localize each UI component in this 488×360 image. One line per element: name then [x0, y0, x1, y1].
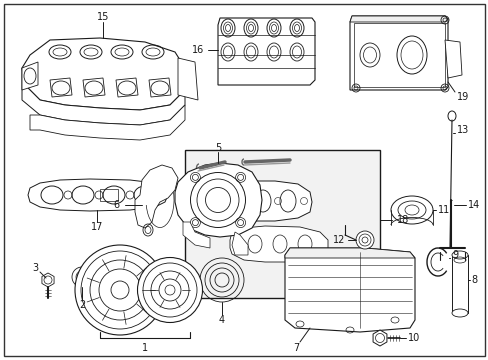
Text: 3: 3: [32, 263, 38, 273]
Ellipse shape: [355, 231, 373, 249]
Text: 14: 14: [467, 200, 479, 210]
Ellipse shape: [244, 19, 258, 37]
Polygon shape: [285, 248, 414, 332]
Polygon shape: [83, 78, 105, 97]
Text: 17: 17: [91, 222, 103, 232]
Text: 16: 16: [191, 45, 203, 55]
Bar: [100, 189, 118, 201]
Polygon shape: [183, 222, 209, 248]
Ellipse shape: [221, 19, 235, 37]
Text: 2: 2: [79, 300, 85, 310]
Polygon shape: [30, 105, 184, 140]
Polygon shape: [349, 16, 447, 90]
Polygon shape: [28, 179, 168, 211]
Polygon shape: [178, 58, 198, 100]
Polygon shape: [349, 16, 447, 22]
Ellipse shape: [137, 257, 202, 323]
Ellipse shape: [289, 19, 304, 37]
Text: 5: 5: [214, 143, 221, 153]
Ellipse shape: [289, 43, 304, 61]
Polygon shape: [372, 330, 386, 346]
Text: 6: 6: [113, 200, 119, 210]
Polygon shape: [42, 273, 54, 287]
Polygon shape: [444, 40, 461, 78]
Bar: [451, 255, 467, 313]
Ellipse shape: [390, 196, 432, 224]
Text: 15: 15: [97, 12, 109, 22]
Text: 9: 9: [451, 250, 457, 260]
Text: 13: 13: [456, 125, 468, 135]
Polygon shape: [135, 165, 178, 228]
Text: 1: 1: [142, 343, 148, 353]
Bar: [353, 23, 444, 87]
Polygon shape: [285, 248, 414, 258]
Ellipse shape: [75, 245, 164, 335]
Text: 4: 4: [219, 315, 224, 325]
Polygon shape: [231, 232, 247, 255]
Polygon shape: [175, 163, 262, 237]
Ellipse shape: [451, 251, 467, 259]
Text: 12: 12: [332, 235, 345, 245]
Ellipse shape: [221, 43, 235, 61]
Text: 18: 18: [396, 215, 408, 225]
Ellipse shape: [244, 43, 258, 61]
Polygon shape: [218, 18, 314, 85]
Bar: [184, 150, 379, 298]
Polygon shape: [22, 38, 184, 110]
Ellipse shape: [190, 172, 245, 228]
Ellipse shape: [451, 309, 467, 317]
Polygon shape: [22, 62, 38, 90]
Text: 19: 19: [456, 92, 468, 102]
Polygon shape: [116, 78, 138, 97]
Ellipse shape: [266, 43, 281, 61]
Ellipse shape: [266, 19, 281, 37]
Text: 7: 7: [292, 343, 299, 353]
Polygon shape: [50, 78, 72, 97]
Text: 8: 8: [470, 275, 476, 285]
Text: 11: 11: [437, 205, 449, 215]
Text: 10: 10: [407, 333, 419, 343]
Polygon shape: [229, 226, 327, 262]
Polygon shape: [192, 181, 311, 221]
Polygon shape: [149, 78, 171, 97]
Polygon shape: [22, 68, 184, 125]
